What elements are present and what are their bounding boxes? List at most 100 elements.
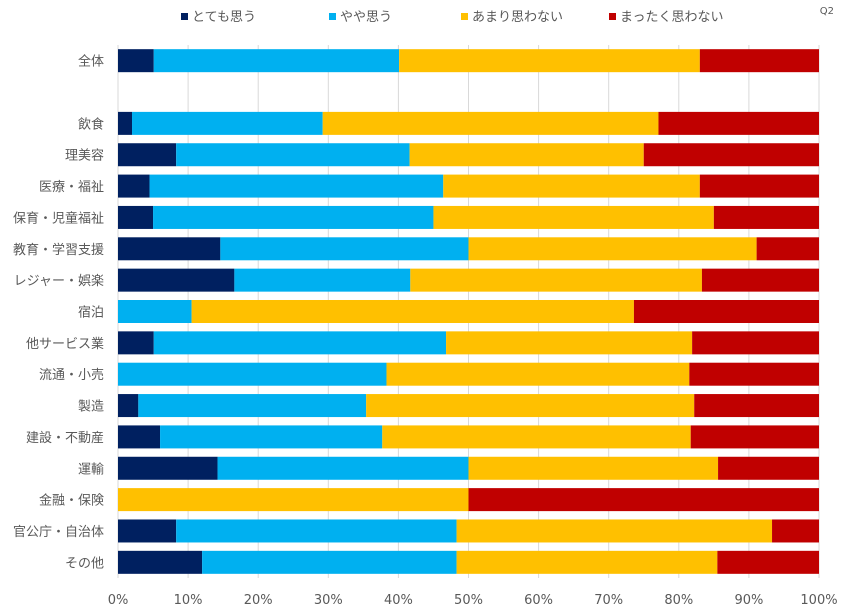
bar-segment (217, 456, 469, 480)
bar-segment (220, 237, 469, 261)
category-label: レジャー・娯楽 (14, 273, 104, 289)
bar-segment (153, 331, 447, 355)
bar-segment (118, 362, 387, 386)
bar-segment (699, 174, 819, 198)
x-tick-label: 30% (314, 593, 343, 608)
category-label: 流通・小売 (39, 367, 104, 383)
bar-segment (468, 488, 819, 512)
legend-label: とても思う (192, 10, 256, 25)
bar-segment (322, 111, 659, 135)
bar-segment (633, 300, 819, 323)
x-tick-label: 90% (734, 593, 763, 608)
bars (118, 49, 819, 574)
legend-label: やや思う (340, 10, 392, 25)
legend: とても思う やや思う あまり思わない まったく思わない (181, 10, 723, 25)
bar-segment (456, 550, 718, 574)
bar-segment (118, 331, 154, 355)
bar-segment (399, 49, 700, 73)
bar-segment (718, 456, 819, 480)
bar-segment (643, 143, 819, 167)
bar-segment (409, 143, 644, 167)
bar-segment (118, 300, 192, 323)
category-label: 理美容 (65, 148, 104, 164)
bar-segment (118, 268, 235, 292)
bar-segment (443, 174, 700, 198)
category-label: 医療・福祉 (39, 180, 104, 195)
x-tick-label: 10% (174, 593, 203, 608)
bar-segment (118, 174, 150, 198)
bar-segment (153, 49, 400, 73)
category-label: 教育・学習支援 (13, 242, 104, 258)
bar-segment (756, 237, 819, 261)
bar-segment (658, 111, 819, 135)
bar-segment (699, 49, 819, 73)
bar-segment (446, 331, 693, 355)
bar-segment (118, 488, 469, 512)
category-label: 保育・児童福祉 (13, 210, 104, 226)
legend-label: まったく思わない (620, 10, 723, 25)
x-tick-label: 40% (384, 593, 413, 608)
category-label: 他サービス業 (26, 336, 104, 352)
bar-segment (468, 237, 757, 261)
x-axis-ticks: 0% 10% 20% 30% 40% 50% 60% 70% 80% 90% 100% (108, 593, 838, 608)
bar-segment (176, 519, 457, 543)
bar-segment (118, 49, 154, 73)
category-labels: 全体飲食理美容医療・福祉保育・児童福祉教育・学習支援レジャー・娯楽宿泊他サービス… (13, 54, 104, 572)
x-tick-label: 0% (108, 593, 129, 608)
legend-swatch (329, 13, 336, 20)
x-tick-label: 50% (454, 593, 483, 608)
bar-segment (692, 331, 819, 355)
category-label: 建設・不動産 (26, 430, 104, 446)
legend-label: あまり思わない (472, 10, 563, 25)
x-tick-label: 20% (244, 593, 273, 608)
category-label: 官公庁・自治体 (13, 524, 104, 540)
bar-segment (176, 143, 410, 167)
question-label: Q2 (820, 6, 834, 17)
bar-segment (118, 394, 139, 418)
x-tick-label: 80% (664, 593, 693, 608)
category-label: 金融・保険 (39, 493, 104, 509)
legend-swatch (181, 13, 188, 20)
bar-segment (690, 425, 819, 449)
bar-segment (701, 268, 819, 292)
bar-segment (118, 456, 218, 480)
bar-segment (772, 519, 819, 543)
bar-segment (689, 362, 819, 386)
bar-segment (382, 425, 691, 449)
bar-segment (202, 550, 457, 574)
legend-swatch (461, 13, 468, 20)
bar-segment (694, 394, 819, 418)
bar-segment (386, 362, 690, 386)
bar-segment (138, 394, 367, 418)
bar-segment (153, 205, 434, 229)
bar-segment (118, 237, 221, 261)
bar-segment (132, 111, 323, 135)
bar-segment (160, 425, 383, 449)
x-tick-label: 100% (800, 593, 837, 608)
bar-segment (234, 268, 411, 292)
category-label: 宿泊 (78, 305, 104, 321)
category-label: 運輸 (78, 462, 104, 477)
x-tick-label: 70% (594, 593, 623, 608)
bar-segment (191, 300, 634, 323)
bar-segment (118, 111, 133, 135)
bar-segment (118, 425, 161, 449)
bar-segment (410, 268, 702, 292)
bar-segment (468, 456, 719, 480)
bar-segment (118, 143, 177, 167)
legend-swatch (609, 13, 616, 20)
category-label: 飲食 (78, 116, 104, 132)
bar-segment (118, 519, 177, 543)
bar-segment (717, 550, 819, 574)
bar-segment (456, 519, 773, 543)
bar-segment (366, 394, 695, 418)
bar-segment (149, 174, 444, 198)
bar-segment (118, 550, 203, 574)
category-label: 製造 (78, 400, 104, 415)
bar-segment (713, 205, 819, 229)
category-label: 全体 (78, 54, 104, 70)
bar-segment (118, 205, 154, 229)
x-tick-label: 60% (524, 593, 553, 608)
category-label: その他 (65, 556, 104, 571)
